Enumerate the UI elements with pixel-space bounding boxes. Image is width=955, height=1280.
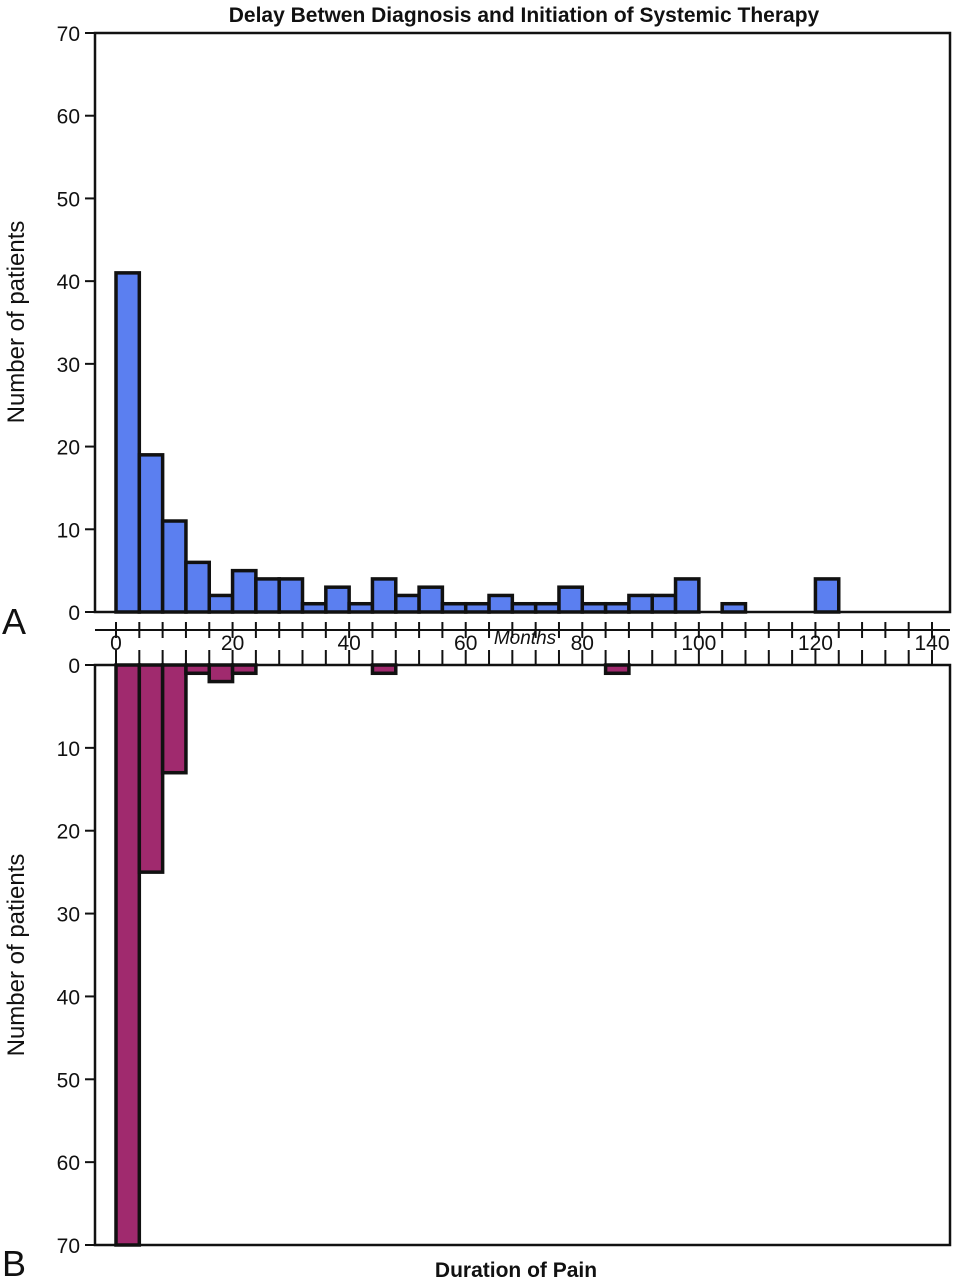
months-axis-tick-label: 140 — [914, 632, 949, 655]
panel-a-bar — [324, 585, 351, 614]
panel-a-frame — [93, 31, 952, 614]
panel-a-y-tick-label: 30 — [57, 354, 80, 377]
panel-a-bar — [184, 560, 212, 614]
panel-a-y-tick-label: 60 — [57, 106, 80, 129]
panel-b-y-tick-label: 40 — [57, 986, 80, 1009]
months-axis-tick-label: 40 — [337, 632, 360, 655]
panel-b-bar — [207, 663, 235, 684]
panel-a-bar — [277, 577, 305, 614]
months-axis-ticks: 0 20 40 60 80 100 120 140 — [110, 622, 950, 665]
panel-a-y-tick-label: 70 — [57, 23, 80, 46]
panel-a-y-ticks: 0 10 20 30 40 50 60 70 — [57, 23, 95, 625]
panel-a-bar — [207, 593, 235, 614]
months-axis-tick-label: 0 — [110, 632, 122, 655]
panel-b-y-tick-label: 50 — [57, 1069, 80, 1092]
panel-a-y-axis-title: Number of patients — [3, 221, 30, 424]
panel-b-letter: B — [2, 1243, 26, 1280]
panel-a-y-tick-label: 50 — [57, 188, 80, 211]
panel-b-y-tick-label: 0 — [68, 655, 80, 678]
months-axis-tick-label: 20 — [221, 632, 244, 655]
panel-a-bar — [114, 271, 142, 614]
months-axis-tick-label: 120 — [798, 632, 833, 655]
panel-b-bar — [137, 663, 165, 874]
panel-b-y-tick-label: 30 — [57, 904, 80, 927]
panel-a-letter: A — [2, 601, 26, 642]
panel-a-bar — [650, 593, 678, 614]
panel-a-bar — [557, 585, 585, 614]
panel-b-bar — [160, 663, 188, 775]
panel-a-bar — [137, 453, 165, 614]
months-axis-title: Months — [494, 628, 557, 649]
panel-b-y-tick-label: 60 — [57, 1152, 80, 1175]
panel-b-title: Duration of Pain — [435, 1259, 597, 1280]
panel-b-y-tick-label: 20 — [57, 821, 80, 844]
panel-b-y-tick-label: 70 — [57, 1235, 80, 1258]
panel-a-bar — [813, 577, 841, 614]
panel-a-bar — [417, 585, 445, 614]
panel-a-bar — [673, 577, 701, 614]
panel-a-delay-histogram: Delay Betwen Diagnosis and Initiation of… — [2, 4, 952, 642]
panel-a-y-tick-label: 0 — [68, 602, 80, 625]
panel-a-bar — [627, 593, 654, 614]
months-axis: 0 20 40 60 80 100 120 140 Months — [95, 622, 950, 665]
panel-a-bar — [230, 568, 258, 614]
panel-a-bar — [487, 593, 515, 614]
panel-b-frame — [93, 663, 952, 1247]
panel-a-y-tick-label: 10 — [57, 519, 80, 542]
months-axis-tick-label: 80 — [571, 632, 594, 655]
panel-a-bar — [160, 519, 188, 614]
panel-b-pain-histogram: 0 10 20 30 40 50 60 70 Number of patients Durat… — [2, 655, 952, 1280]
panel-a-y-tick-label: 40 — [57, 271, 80, 294]
panel-a-bars — [114, 271, 841, 614]
panel-a-y-tick-label: 20 — [57, 437, 80, 460]
panel-a-bar — [254, 577, 281, 614]
panel-b-bar — [114, 663, 142, 1247]
panel-b-y-axis-title: Number of patients — [3, 854, 30, 1057]
panel-a-bar — [394, 593, 421, 614]
panel-b-y-tick-label: 10 — [57, 738, 80, 761]
months-axis-tick-label: 100 — [681, 632, 716, 655]
months-axis-tick-label: 60 — [454, 632, 477, 655]
panel-b-y-ticks: 0 10 20 30 40 50 60 70 — [57, 655, 95, 1258]
panel-a-bar — [370, 577, 398, 614]
panel-a-title: Delay Betwen Diagnosis and Initiation of… — [229, 4, 820, 27]
